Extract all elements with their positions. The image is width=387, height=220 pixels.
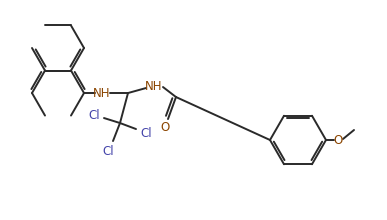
Text: O: O (160, 121, 170, 134)
Text: Cl: Cl (88, 108, 100, 121)
Text: Cl: Cl (102, 145, 114, 158)
Text: NH: NH (145, 80, 163, 93)
Text: Cl: Cl (140, 126, 152, 139)
Text: NH: NH (93, 86, 111, 99)
Text: O: O (333, 134, 342, 147)
